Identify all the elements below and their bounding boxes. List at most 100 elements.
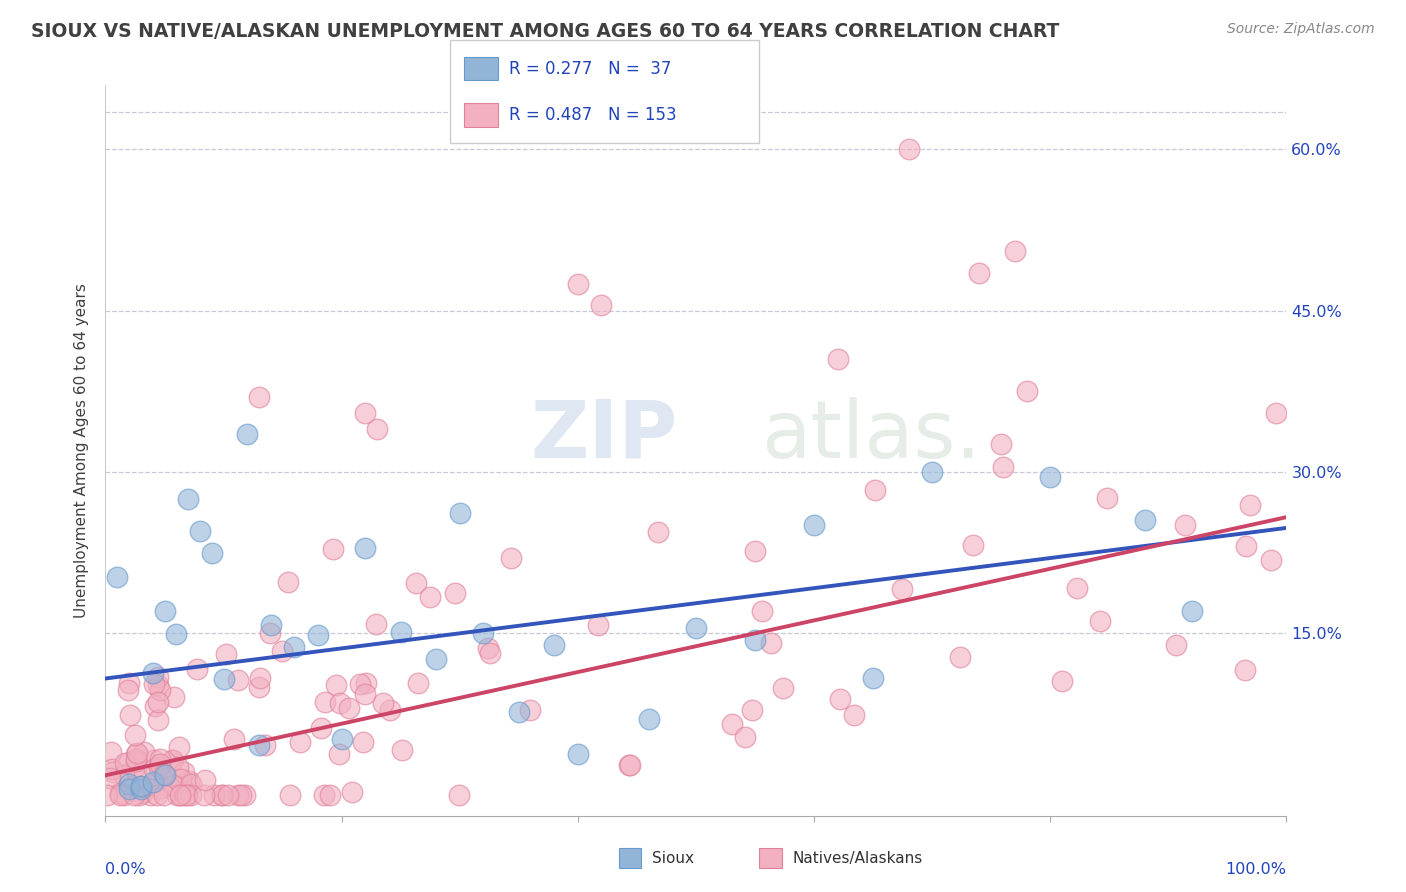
Point	[479, 646, 502, 660]
Point	[567, 277, 589, 291]
Point	[990, 437, 1012, 451]
Point	[734, 731, 756, 745]
Point	[277, 574, 299, 589]
Point	[217, 788, 239, 802]
Point	[1015, 384, 1038, 399]
Point	[567, 747, 589, 761]
Point	[744, 544, 766, 558]
Point	[152, 767, 174, 781]
Point	[1239, 498, 1261, 512]
Point	[499, 550, 522, 565]
Point	[307, 628, 329, 642]
Point	[761, 636, 783, 650]
Point	[211, 788, 233, 802]
Point	[169, 788, 191, 802]
Point	[406, 676, 429, 690]
Point	[349, 677, 371, 691]
Point	[124, 728, 146, 742]
Point	[354, 406, 377, 420]
Point	[1133, 513, 1156, 527]
Point	[247, 390, 270, 404]
Point	[309, 721, 332, 735]
Point	[389, 624, 412, 639]
Point	[202, 788, 225, 802]
Point	[98, 771, 121, 785]
Point	[449, 506, 471, 520]
Point	[180, 777, 202, 791]
Point	[1181, 604, 1204, 618]
Point	[179, 773, 201, 788]
Point	[288, 734, 311, 748]
Text: Source: ZipAtlas.com: Source: ZipAtlas.com	[1227, 22, 1375, 37]
Point	[391, 743, 413, 757]
Point	[827, 351, 849, 366]
Point	[148, 760, 170, 774]
Point	[100, 745, 122, 759]
Point	[153, 768, 176, 782]
Point	[586, 618, 609, 632]
Point	[371, 697, 394, 711]
Point	[278, 788, 301, 802]
Text: R = 0.277   N =  37: R = 0.277 N = 37	[509, 60, 671, 78]
Point	[170, 788, 193, 802]
Point	[194, 772, 217, 787]
Point	[249, 671, 271, 685]
Point	[229, 788, 252, 802]
Point	[167, 739, 190, 754]
Point	[117, 676, 139, 690]
Point	[772, 681, 794, 695]
Point	[186, 662, 208, 676]
Point	[949, 650, 972, 665]
Point	[110, 786, 132, 800]
Point	[112, 788, 135, 802]
Point	[969, 266, 991, 280]
Point	[153, 788, 176, 802]
Point	[842, 708, 865, 723]
Point	[962, 538, 984, 552]
Point	[325, 678, 347, 692]
Point	[118, 782, 141, 797]
Point	[139, 788, 162, 802]
Point	[125, 747, 148, 762]
Point	[991, 459, 1014, 474]
Point	[356, 676, 378, 690]
Point	[143, 677, 166, 691]
Point	[337, 701, 360, 715]
Point	[472, 626, 495, 640]
Point	[114, 756, 136, 771]
Point	[314, 788, 336, 802]
Point	[449, 788, 471, 802]
Point	[591, 298, 613, 312]
Text: R = 0.487   N = 153: R = 0.487 N = 153	[509, 106, 676, 124]
Point	[142, 774, 165, 789]
Point	[322, 542, 344, 557]
Point	[380, 703, 402, 717]
Text: 0.0%: 0.0%	[105, 862, 146, 877]
Point	[117, 756, 139, 771]
Point	[142, 753, 165, 767]
Point	[1004, 244, 1026, 259]
Point	[247, 680, 270, 694]
Point	[508, 705, 530, 719]
Point	[921, 465, 943, 479]
Point	[108, 788, 131, 802]
Point	[236, 427, 259, 442]
Point	[619, 758, 641, 772]
Point	[1174, 518, 1197, 533]
Text: Natives/Alaskans: Natives/Alaskans	[793, 851, 924, 865]
Point	[443, 586, 465, 600]
Point	[329, 696, 352, 710]
Point	[166, 760, 188, 774]
Point	[330, 731, 353, 746]
Point	[163, 690, 186, 704]
Point	[685, 621, 707, 635]
Point	[751, 604, 773, 618]
Point	[1097, 491, 1119, 505]
Point	[129, 782, 152, 797]
Point	[352, 735, 374, 749]
Text: ZIP: ZIP	[530, 397, 678, 475]
Point	[366, 422, 388, 436]
Point	[166, 788, 188, 802]
Point	[314, 695, 336, 709]
Point	[117, 683, 139, 698]
